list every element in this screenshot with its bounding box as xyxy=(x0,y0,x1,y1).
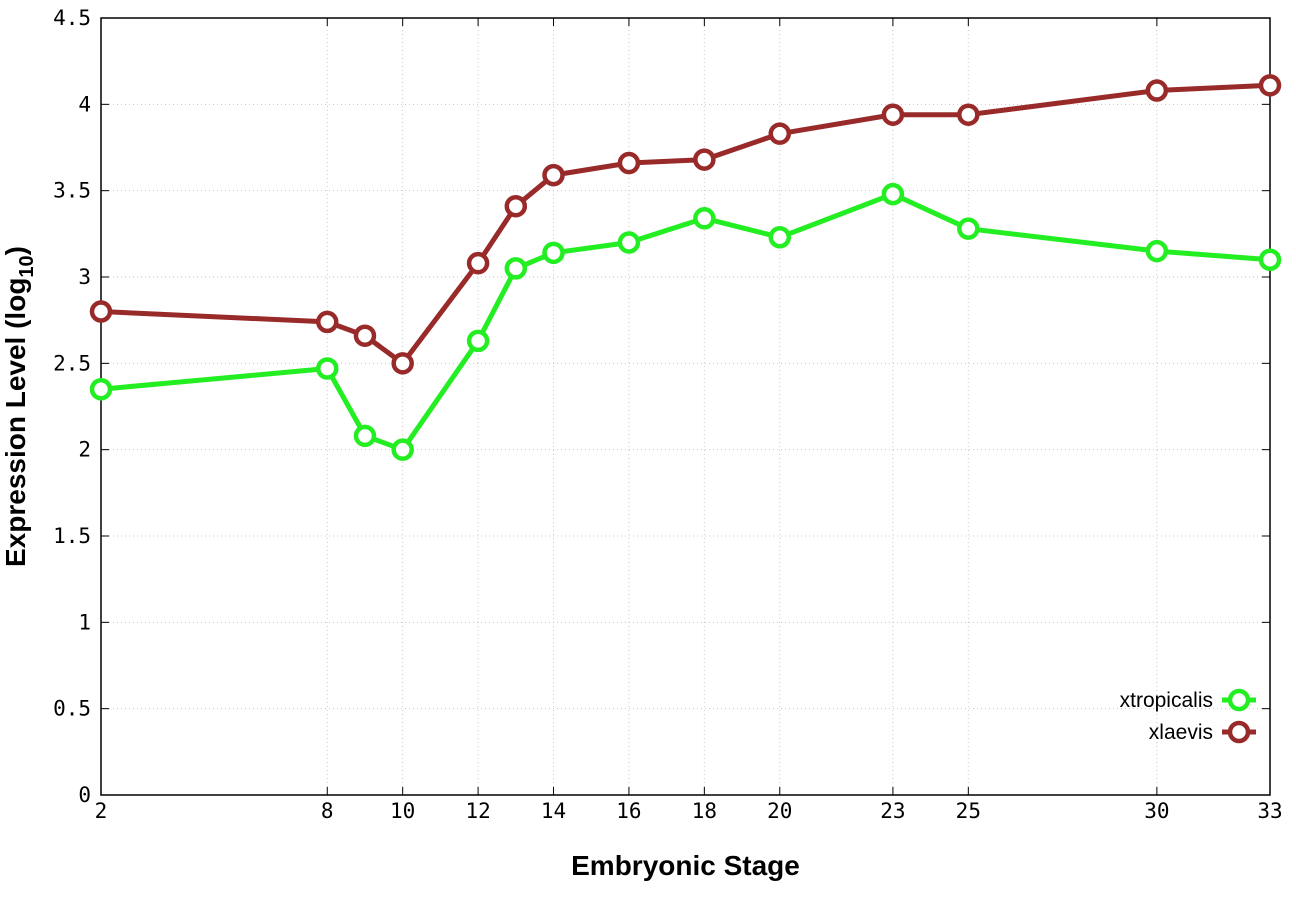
y-axis-title-close: ) xyxy=(0,246,31,255)
y-tick-label: 2.5 xyxy=(53,351,91,375)
grid xyxy=(101,18,1270,795)
data-point-xtropicalis xyxy=(353,424,377,448)
x-tick-label: 30 xyxy=(1144,799,1169,823)
data-point-xlaevis xyxy=(316,310,339,334)
data-point-xlaevis xyxy=(1145,79,1169,102)
legend-label-xlaevis: xlaevis xyxy=(1149,721,1213,744)
data-point-xtropicalis xyxy=(89,377,113,401)
legend-label-xtropicalis: xtropicalis xyxy=(1120,689,1213,712)
y-tick-label: 3.5 xyxy=(53,179,91,203)
x-axis-title: Embryonic Stage xyxy=(571,850,800,881)
x-tick-label: 10 xyxy=(390,799,415,823)
data-point-xlaevis xyxy=(504,194,528,218)
data-point-xlaevis xyxy=(617,151,641,175)
x-tick-label: 20 xyxy=(767,799,792,823)
y-tick-label: 4 xyxy=(78,92,91,116)
series-layer xyxy=(89,74,1282,461)
data-point-xlaevis xyxy=(881,103,905,126)
y-tick-label: 4.5 xyxy=(53,6,91,30)
x-tick-label: 8 xyxy=(321,799,334,823)
data-point-xtropicalis xyxy=(391,438,414,461)
data-point-xtropicalis xyxy=(466,329,490,353)
x-tick-label: 18 xyxy=(692,799,717,823)
data-point-xlaevis xyxy=(693,148,716,171)
data-point-xlaevis xyxy=(1258,74,1282,97)
data-point-xtropicalis xyxy=(617,231,641,254)
legend-marker-xlaevis xyxy=(1227,720,1251,744)
y-tick-label: 3 xyxy=(78,265,91,289)
data-point-xlaevis xyxy=(391,352,414,375)
y-tick-label: 1 xyxy=(78,610,91,634)
x-tick-label: 2 xyxy=(95,799,108,823)
data-point-xtropicalis xyxy=(504,257,528,280)
x-tick-label: 23 xyxy=(880,799,905,823)
data-point-xlaevis xyxy=(957,103,980,126)
axis-ticks: 0 0.5 1 1.5 2 2.5 3 3.5 4 4.5 2 8 10 12 14 16 18 20 23 25 30… xyxy=(53,6,1283,823)
x-tick-label: 25 xyxy=(956,799,981,823)
y-axis-title-main: Expression Level (log xyxy=(0,278,31,567)
y-axis-title: Expression Level (log10) xyxy=(0,246,38,567)
data-point-xtropicalis xyxy=(957,217,980,240)
data-point-xtropicalis xyxy=(881,182,905,206)
legend-marker-xtropicalis xyxy=(1227,688,1251,712)
data-point-xtropicalis xyxy=(1258,248,1282,271)
x-tick-label: 16 xyxy=(616,799,641,823)
y-tick-label: 0 xyxy=(78,783,91,807)
x-tick-label: 12 xyxy=(465,799,490,823)
data-point-xtropicalis xyxy=(768,226,792,249)
data-point-xtropicalis xyxy=(1145,239,1169,263)
data-point-xlaevis xyxy=(353,324,377,347)
y-axis-title-subscript: 10 xyxy=(16,255,38,277)
y-tick-label: 0.5 xyxy=(53,697,91,721)
data-point-xtropicalis xyxy=(693,207,716,230)
plot-frame xyxy=(100,17,1271,796)
data-point-xtropicalis xyxy=(316,357,339,380)
data-point-xlaevis xyxy=(466,251,490,275)
y-tick-label: 2 xyxy=(78,438,91,462)
y-tick-label: 1.5 xyxy=(53,524,91,548)
x-tick-label: 33 xyxy=(1257,799,1282,823)
x-tick-label: 14 xyxy=(541,799,566,823)
data-point-xlaevis xyxy=(542,163,565,187)
data-point-xtropicalis xyxy=(542,241,565,265)
data-point-xlaevis xyxy=(89,300,113,323)
legend: xtropicalis xlaevis xyxy=(1120,688,1256,744)
data-point-xlaevis xyxy=(768,122,792,145)
